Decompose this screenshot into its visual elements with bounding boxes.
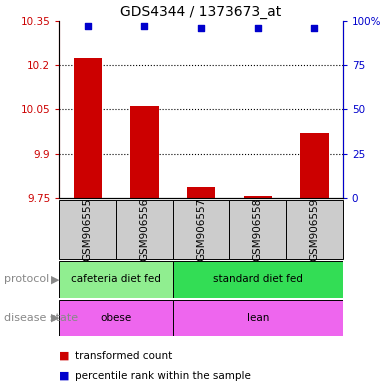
- Point: [311, 25, 318, 31]
- Text: GSM906557: GSM906557: [196, 198, 206, 261]
- FancyBboxPatch shape: [173, 300, 343, 336]
- Bar: [187, 187, 215, 198]
- Text: standard diet fed: standard diet fed: [213, 274, 303, 285]
- Point: [141, 23, 147, 30]
- Text: cafeteria diet fed: cafeteria diet fed: [71, 274, 161, 285]
- Point: [85, 23, 91, 30]
- FancyBboxPatch shape: [229, 200, 286, 259]
- Bar: [300, 133, 329, 198]
- Text: percentile rank within the sample: percentile rank within the sample: [75, 371, 250, 381]
- Text: lean: lean: [247, 313, 269, 323]
- Bar: [130, 106, 159, 198]
- Bar: [244, 196, 272, 198]
- FancyBboxPatch shape: [286, 200, 343, 259]
- Text: GSM906556: GSM906556: [139, 198, 149, 261]
- Text: GSM906558: GSM906558: [253, 198, 263, 261]
- Text: GSM906559: GSM906559: [309, 198, 319, 261]
- Text: GSM906555: GSM906555: [83, 198, 93, 261]
- Text: transformed count: transformed count: [75, 351, 172, 361]
- Text: ▶: ▶: [51, 313, 60, 323]
- Text: protocol: protocol: [4, 274, 49, 285]
- FancyBboxPatch shape: [173, 261, 343, 298]
- Bar: [74, 58, 102, 198]
- FancyBboxPatch shape: [59, 300, 173, 336]
- Text: ■: ■: [59, 351, 70, 361]
- FancyBboxPatch shape: [59, 261, 173, 298]
- Text: ■: ■: [59, 371, 70, 381]
- Title: GDS4344 / 1373673_at: GDS4344 / 1373673_at: [120, 5, 282, 19]
- FancyBboxPatch shape: [173, 200, 229, 259]
- FancyBboxPatch shape: [59, 200, 116, 259]
- Point: [255, 25, 261, 31]
- Text: ▶: ▶: [51, 274, 60, 285]
- Point: [198, 25, 204, 31]
- Text: disease state: disease state: [4, 313, 78, 323]
- Text: obese: obese: [100, 313, 132, 323]
- FancyBboxPatch shape: [116, 200, 173, 259]
